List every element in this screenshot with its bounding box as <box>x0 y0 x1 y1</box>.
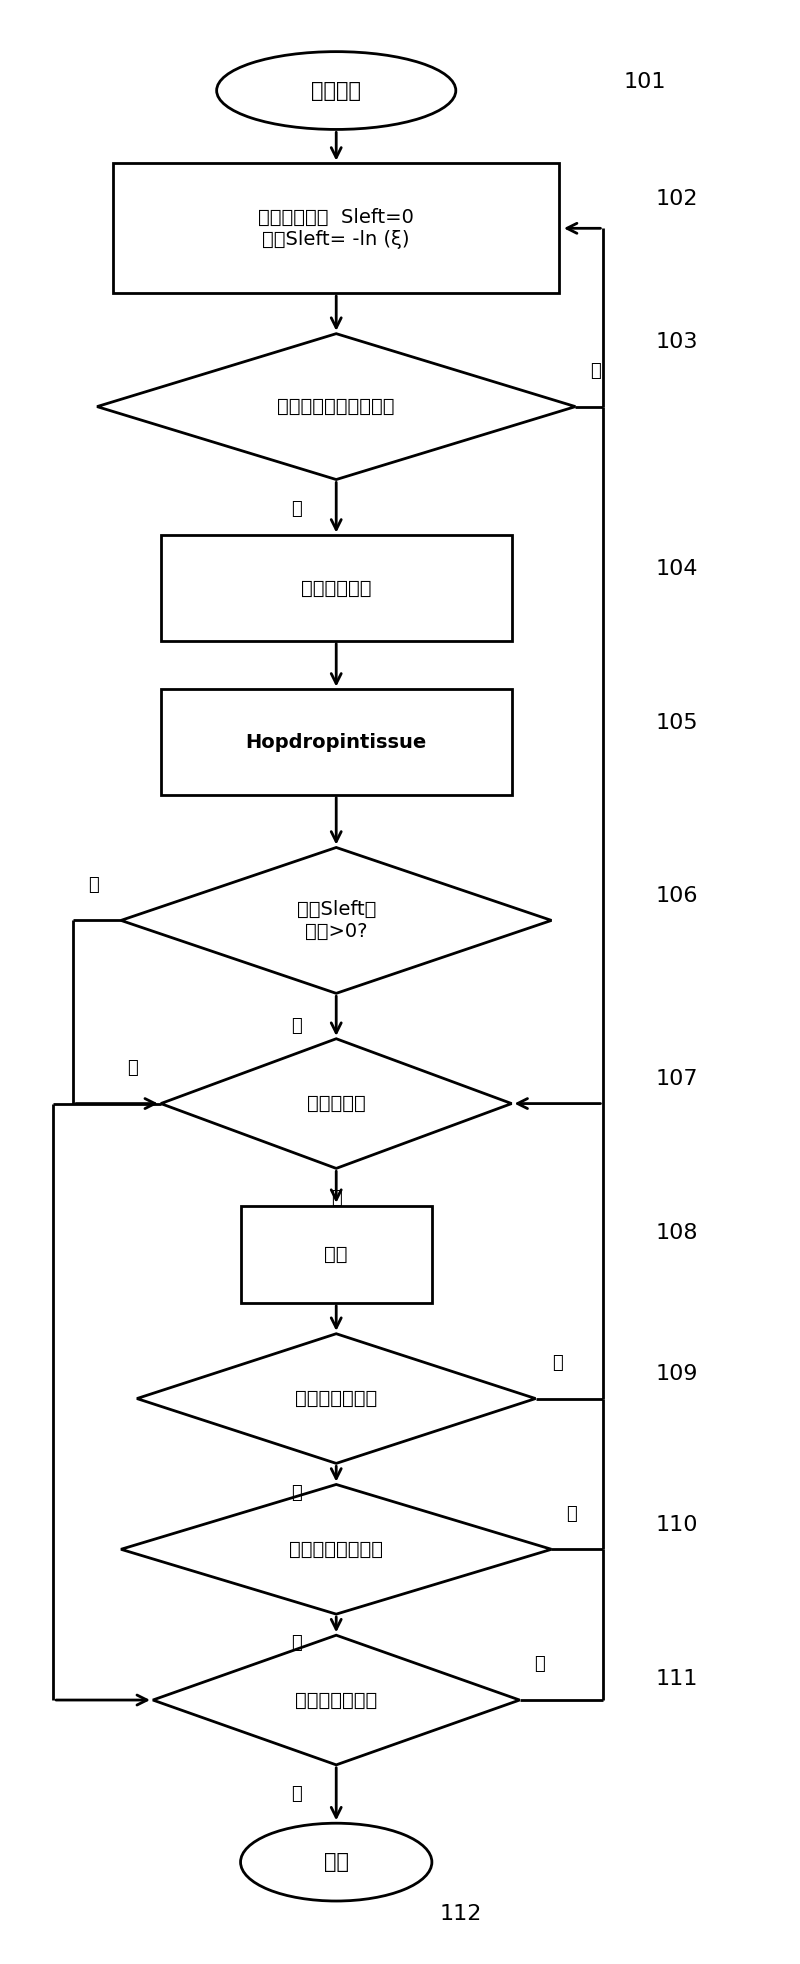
Text: 109: 109 <box>655 1365 698 1385</box>
Text: 设定光子步长: 设定光子步长 <box>301 579 371 597</box>
Text: 108: 108 <box>655 1224 698 1243</box>
Text: 104: 104 <box>655 558 698 579</box>
Text: 最后一个光子？: 最后一个光子？ <box>295 1691 378 1709</box>
Bar <box>113 163 559 293</box>
Text: 107: 107 <box>655 1068 698 1090</box>
Text: 111: 111 <box>655 1669 698 1689</box>
Text: 106: 106 <box>655 886 698 905</box>
Text: 否: 否 <box>291 1017 302 1035</box>
Text: 是: 是 <box>291 1483 302 1502</box>
Bar <box>161 536 512 640</box>
Text: 110: 110 <box>655 1514 698 1536</box>
Bar <box>241 1206 432 1302</box>
Text: 是: 是 <box>291 1785 302 1803</box>
Text: 光子死亡？: 光子死亡？ <box>307 1094 366 1114</box>
Text: 能量小于阈值？: 能量小于阈值？ <box>295 1389 378 1408</box>
Text: 如果剩余步长  Sleft=0
设置Sleft= -ln (ξ): 如果剩余步长 Sleft=0 设置Sleft= -ln (ξ) <box>258 208 414 249</box>
Text: 结束: 结束 <box>324 1852 349 1872</box>
Text: 否: 否 <box>534 1656 545 1673</box>
Text: 否: 否 <box>553 1353 563 1373</box>
Text: 更新Sleft；
其值>0?: 更新Sleft； 其值>0? <box>297 900 376 941</box>
Text: 105: 105 <box>655 713 698 733</box>
Text: 否: 否 <box>590 361 601 379</box>
Text: 光子是否湮灭或逸出？: 光子是否湮灭或逸出？ <box>278 397 395 416</box>
Text: 101: 101 <box>623 73 666 92</box>
Text: 入射光子: 入射光子 <box>311 81 362 100</box>
Text: 是: 是 <box>566 1504 577 1522</box>
Text: 是: 是 <box>88 876 98 894</box>
Text: 是: 是 <box>291 499 302 518</box>
Text: 否: 否 <box>331 1188 342 1206</box>
Text: 否: 否 <box>291 1634 302 1652</box>
Text: Hopdropintissue: Hopdropintissue <box>246 733 427 752</box>
Text: 是: 是 <box>127 1059 138 1076</box>
Text: 103: 103 <box>655 332 698 352</box>
Text: 在轮回盘中复活？: 在轮回盘中复活？ <box>290 1540 383 1559</box>
Text: 112: 112 <box>440 1903 482 1925</box>
Bar <box>161 689 512 795</box>
Text: 102: 102 <box>655 189 698 208</box>
Text: 散射: 散射 <box>325 1245 348 1263</box>
